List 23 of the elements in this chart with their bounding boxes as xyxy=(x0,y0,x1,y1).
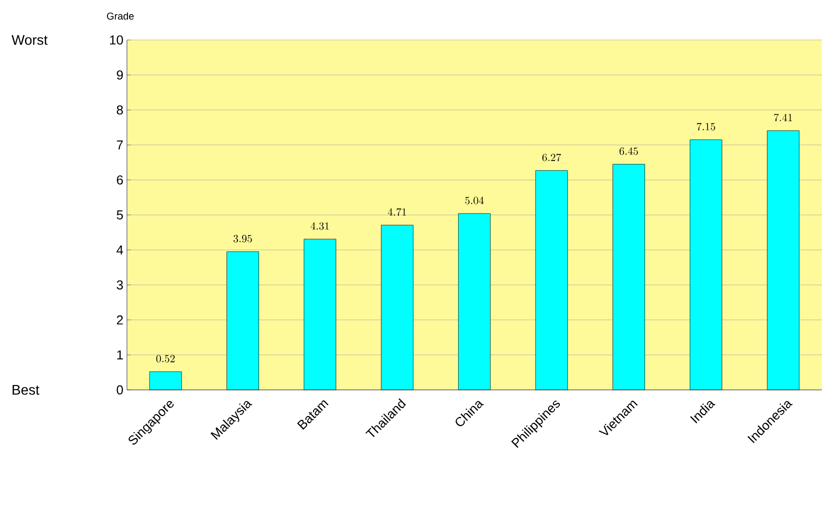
y-tick-label: 7 xyxy=(116,140,123,150)
y-tick-label: 3 xyxy=(116,280,123,290)
y-tick-label: 5 xyxy=(116,210,123,220)
y-tick-label: 10 xyxy=(110,35,123,45)
y-tick-label: 1 xyxy=(117,350,123,360)
data-label: 5.04 xyxy=(465,196,484,204)
y-tick-label: 8 xyxy=(116,105,123,115)
data-label: 4.71 xyxy=(388,208,406,216)
data-label: 4.31 xyxy=(310,222,329,230)
y-tick-label: 2 xyxy=(116,315,123,324)
y-axis-title: Grade xyxy=(107,12,134,20)
data-label: 3.95 xyxy=(234,234,252,242)
y-tick-label: 0 xyxy=(116,385,123,395)
y-tick-label: 6 xyxy=(116,175,123,185)
text: Best xyxy=(12,385,40,395)
data-label: 6.45 xyxy=(620,147,638,155)
data-label: 6.27 xyxy=(542,154,562,162)
data-label: 7. 15 xyxy=(696,122,716,130)
data-label: 7.41 xyxy=(774,114,792,122)
y-tick-label: 4 xyxy=(116,246,124,254)
text: Worst xyxy=(12,35,48,45)
y-tick-label: 9 xyxy=(116,70,123,80)
data-label: 0.52 xyxy=(156,354,175,362)
